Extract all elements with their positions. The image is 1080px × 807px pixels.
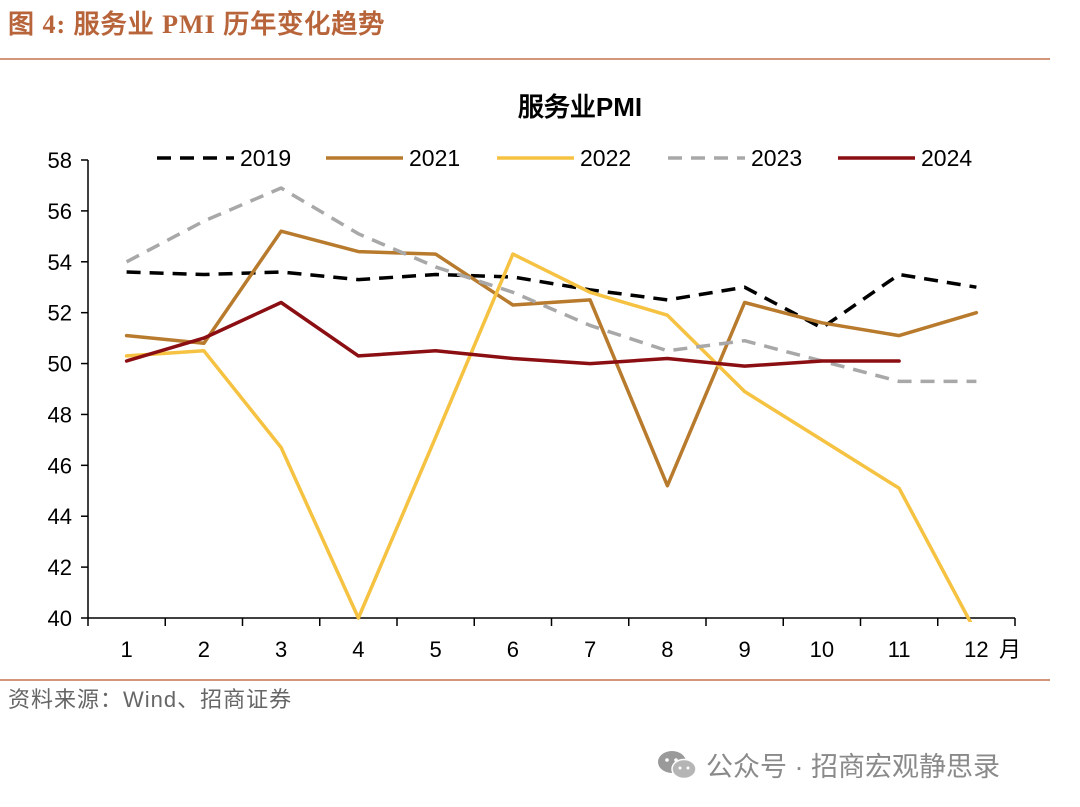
legend-label-2021: 2021 (409, 145, 460, 171)
source-note: 资料来源：Wind、招商证券 (8, 687, 293, 712)
y-tick-label: 52 (48, 301, 72, 326)
y-tick-label: 42 (48, 555, 72, 580)
x-tick-label: 1 (121, 637, 133, 662)
watermark: 公众号 · 招商宏观静思录 (656, 745, 1000, 784)
y-tick-label: 56 (48, 199, 72, 224)
y-tick-label: 46 (48, 453, 72, 478)
x-tick-label: 12 (964, 637, 988, 662)
y-tick-label: 44 (48, 504, 72, 529)
bottom-divider (0, 679, 1050, 681)
figure-title: 图 4: 服务业 PMI 历年变化趋势 (8, 10, 386, 39)
x-axis-label: 月 (999, 637, 1021, 662)
watermark-text: 公众号 · 招商宏观静思录 (706, 752, 1000, 782)
chart-title: 服务业PMI (518, 92, 642, 122)
line-chart: 服务业PMI 2019 2021 2022 2023 2024 585654525048… (48, 92, 1022, 662)
series-line-2023 (125, 186, 977, 384)
series-group (124, 186, 979, 622)
legend-label-2023: 2023 (751, 145, 802, 171)
x-tick-label: 4 (352, 637, 364, 662)
top-divider (0, 58, 1050, 60)
legend-label-2019: 2019 (240, 145, 291, 171)
x-tick-label: 9 (739, 637, 751, 662)
y-tick-label: 50 (48, 352, 72, 377)
series-line-2022 (124, 252, 973, 622)
x-tick-label: 8 (661, 637, 673, 662)
y-tick-label: 54 (48, 250, 72, 275)
x-tick-label: 6 (507, 637, 519, 662)
x-tick-label: 11 (888, 637, 911, 662)
y-tick-label: 58 (48, 148, 72, 173)
legend-label-2022: 2022 (580, 145, 631, 171)
legend-label-2024: 2024 (921, 145, 972, 171)
series-line-2019 (126, 270, 977, 330)
series-line-2021 (124, 229, 979, 488)
legend: 2019 2021 2022 2023 2024 (157, 145, 972, 171)
x-tick-label: 2 (198, 637, 210, 662)
x-tick-label: 7 (584, 637, 596, 662)
series-line-2024 (124, 300, 901, 368)
wechat-icon (658, 750, 697, 779)
x-tick-label: 10 (810, 637, 834, 662)
x-tick-label: 5 (430, 637, 442, 662)
y-tick-label: 48 (48, 402, 72, 427)
y-tick-label: 40 (48, 606, 72, 631)
x-tick-label: 3 (275, 637, 287, 662)
